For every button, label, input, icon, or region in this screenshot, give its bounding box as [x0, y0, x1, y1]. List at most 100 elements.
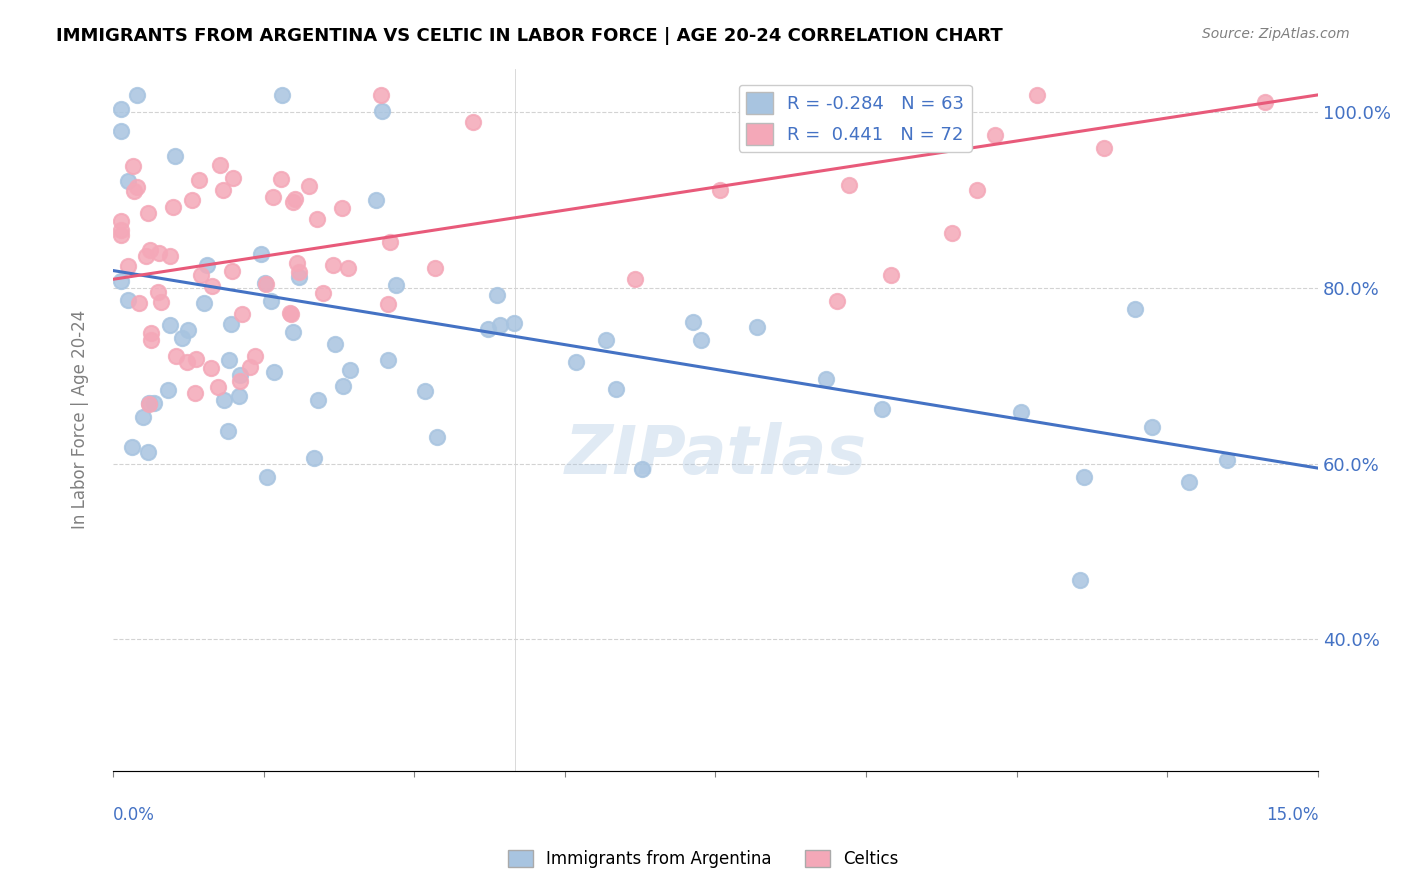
Point	[377, 353, 399, 368]
Point	[281, 325, 304, 339]
Point	[966, 183, 988, 197]
Point	[201, 279, 224, 293]
Point	[222, 170, 245, 185]
Point	[284, 192, 307, 206]
Point	[1069, 573, 1091, 587]
Point	[157, 383, 180, 397]
Point	[1253, 95, 1275, 109]
Point	[280, 307, 302, 321]
Point	[463, 114, 485, 128]
Point	[176, 355, 198, 369]
Point	[477, 322, 499, 336]
Point	[229, 368, 252, 382]
Point	[825, 293, 848, 308]
Point	[177, 323, 200, 337]
Y-axis label: In Labor Force | Age 20-24: In Labor Force | Age 20-24	[72, 310, 89, 530]
Point	[212, 393, 235, 408]
Point	[425, 430, 447, 444]
Point	[503, 317, 526, 331]
Point	[838, 178, 860, 192]
Point	[1123, 302, 1146, 317]
Point	[193, 296, 215, 310]
Point	[243, 349, 266, 363]
Point	[117, 293, 139, 307]
Point	[110, 223, 132, 237]
Point	[148, 245, 170, 260]
Point	[139, 333, 162, 347]
Point	[183, 386, 205, 401]
Point	[207, 380, 229, 394]
Point	[188, 173, 211, 187]
Point	[125, 179, 148, 194]
Point	[1140, 419, 1163, 434]
Point	[149, 294, 172, 309]
Point	[339, 363, 361, 377]
Point	[336, 261, 359, 276]
Point	[122, 160, 145, 174]
Point	[142, 395, 165, 409]
Point	[364, 193, 387, 207]
Point	[285, 256, 308, 270]
Text: 0.0%: 0.0%	[112, 806, 155, 824]
Point	[786, 87, 808, 102]
Point	[914, 122, 936, 136]
Point	[141, 326, 163, 340]
Point	[270, 87, 292, 102]
Point	[682, 315, 704, 329]
Point	[131, 409, 153, 424]
Point	[322, 258, 344, 272]
Point	[165, 349, 187, 363]
Point	[117, 173, 139, 187]
Point	[413, 384, 436, 399]
Point	[689, 334, 711, 348]
Point	[371, 103, 394, 118]
Point	[270, 172, 292, 186]
Point	[260, 294, 283, 309]
Point	[135, 249, 157, 263]
Point	[256, 470, 278, 484]
Point	[218, 353, 240, 368]
Point	[941, 226, 963, 240]
Point	[307, 392, 329, 407]
Point	[423, 260, 446, 275]
Point	[110, 274, 132, 288]
Point	[180, 193, 202, 207]
Point	[262, 190, 284, 204]
Point	[184, 352, 207, 367]
Point	[323, 337, 346, 351]
Point	[304, 450, 326, 465]
Point	[1177, 475, 1199, 489]
Point	[211, 184, 233, 198]
Point	[1025, 87, 1047, 102]
Point	[1073, 469, 1095, 483]
Point	[228, 389, 250, 403]
Text: IMMIGRANTS FROM ARGENTINA VS CELTIC IN LABOR FORCE | AGE 20-24 CORRELATION CHART: IMMIGRANTS FROM ARGENTINA VS CELTIC IN L…	[56, 27, 1002, 45]
Point	[195, 259, 218, 273]
Point	[605, 382, 627, 396]
Point	[162, 200, 184, 214]
Point	[239, 359, 262, 374]
Point	[1092, 141, 1115, 155]
Point	[624, 271, 647, 285]
Point	[370, 87, 392, 102]
Point	[117, 259, 139, 273]
Point	[228, 375, 250, 389]
Point	[263, 365, 285, 379]
Point	[952, 93, 974, 107]
Legend: Immigrants from Argentina, Celtics: Immigrants from Argentina, Celtics	[501, 843, 905, 875]
Text: 15.0%: 15.0%	[1265, 806, 1319, 824]
Point	[110, 214, 132, 228]
Point	[254, 276, 277, 290]
Point	[281, 194, 304, 209]
Point	[249, 247, 271, 261]
Text: Source: ZipAtlas.com: Source: ZipAtlas.com	[1202, 27, 1350, 41]
Point	[488, 318, 510, 333]
Point	[138, 244, 160, 258]
Point	[486, 288, 509, 302]
Point	[221, 264, 243, 278]
Point	[172, 331, 194, 345]
Point	[110, 103, 132, 117]
Point	[159, 318, 181, 333]
Point	[305, 211, 328, 226]
Point	[163, 149, 186, 163]
